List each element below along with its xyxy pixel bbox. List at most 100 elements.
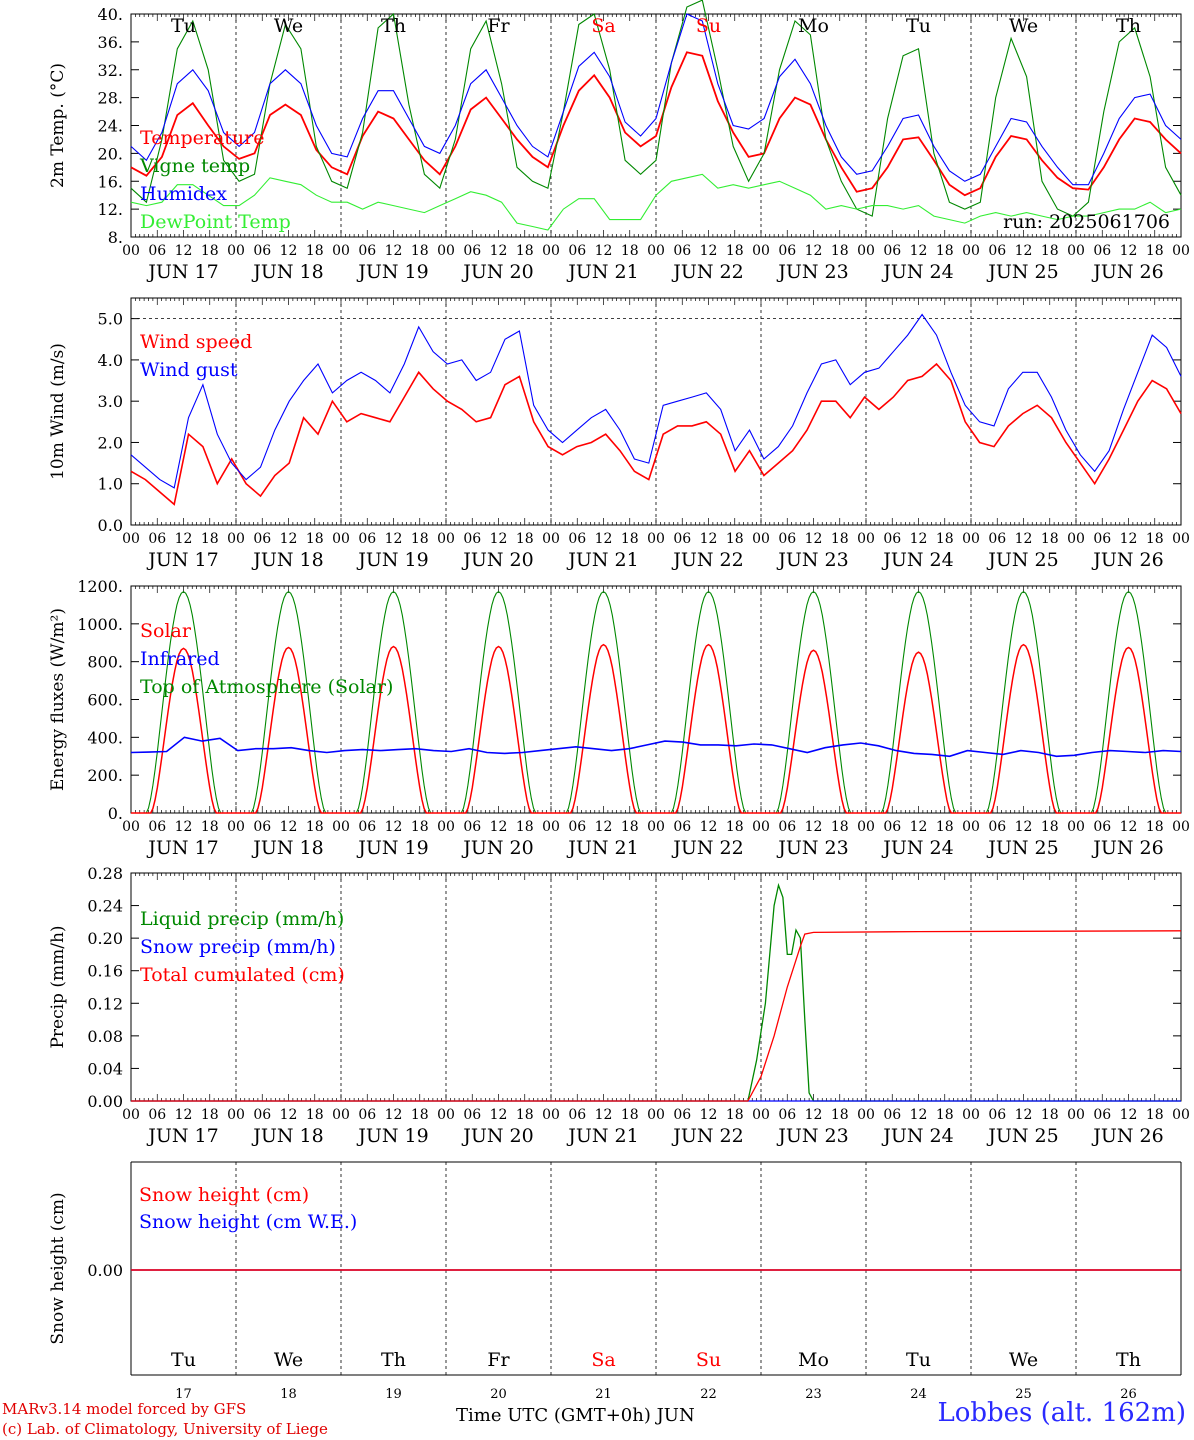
hour-tick-label: 00 bbox=[1172, 819, 1190, 835]
hour-tick-label: 00 bbox=[647, 531, 665, 547]
hour-tick-label: 12 bbox=[910, 531, 928, 547]
weekday-label: We bbox=[274, 15, 303, 37]
weekday-label: Tu bbox=[906, 15, 931, 37]
panel-1-frame: 00 06 12 18 00 06 12 18 00 06 12 18 00 06 12 18 00 06 12 18… bbox=[122, 13, 1190, 283]
hour-tick-label: 18 bbox=[1041, 531, 1059, 547]
day-number: 23 bbox=[805, 1387, 822, 1402]
y-tick-label: 40. bbox=[98, 5, 123, 24]
hour-tick-label: 12 bbox=[490, 531, 508, 547]
hour-tick-label: 06 bbox=[358, 531, 376, 547]
weekday-label: Fr bbox=[487, 1349, 510, 1371]
hour-tick-label: 06 bbox=[673, 531, 691, 547]
hour-tick-label: 12 bbox=[280, 531, 298, 547]
y-axis-label: 10m Wind (m/s) bbox=[48, 343, 68, 480]
hour-tick-label: 18 bbox=[621, 819, 639, 835]
date-label: JUN 23 bbox=[776, 837, 848, 859]
hour-tick-label: 18 bbox=[831, 531, 849, 547]
date-label: JUN 22 bbox=[671, 549, 743, 571]
weekday-label: Th bbox=[1116, 15, 1141, 37]
y-tick-label: 20. bbox=[98, 144, 123, 163]
legend-snow-height-cm-w-e-: Snow height (cm W.E.) bbox=[139, 1211, 357, 1233]
hour-tick-label: 00 bbox=[542, 819, 560, 835]
hour-tick-label: 00 bbox=[1067, 531, 1085, 547]
hour-tick-label: 18 bbox=[936, 1107, 954, 1123]
y-tick-label: 36. bbox=[98, 33, 123, 52]
weekday-label: Sa bbox=[591, 15, 615, 37]
day-number: 25 bbox=[1015, 1387, 1032, 1402]
series-line-liquid-precip-mm-h- bbox=[131, 882, 1181, 1102]
hour-tick-label: 06 bbox=[568, 531, 586, 547]
hour-tick-label: 06 bbox=[253, 531, 271, 547]
y-tick-label: 0.16 bbox=[87, 962, 123, 981]
hour-tick-label: 12 bbox=[910, 819, 928, 835]
day-number: 21 bbox=[595, 1387, 612, 1402]
temp-y-axis: 8. 12. 16. 20. 24. 28. 32. 36. 40. 2m Temp. (°C) bbox=[48, 5, 1181, 247]
hour-tick-label: 00 bbox=[1067, 243, 1085, 259]
energy-y-axis: 0. 200. 400. 600. 800. 1000. 1200. Energy fluxe… bbox=[48, 577, 1181, 823]
panel-4-frame: 00 06 12 18 00 06 12 18 00 06 12 18 00 06 12 18 00 06 12 18… bbox=[122, 872, 1190, 1147]
legend-top-of-atmosphere-solar-: Top of Atmosphere (Solar) bbox=[140, 676, 393, 698]
hour-tick-label: 18 bbox=[621, 1107, 639, 1123]
hour-tick-label: 06 bbox=[568, 243, 586, 259]
lab-credit: (c) Lab. of Climatology, University of L… bbox=[2, 1420, 328, 1438]
series-line-vigne-temp bbox=[130, 0, 1182, 217]
hour-tick-label: 00 bbox=[857, 243, 875, 259]
hour-tick-label: 12 bbox=[1015, 243, 1033, 259]
date-label: JUN 21 bbox=[566, 1125, 638, 1147]
hour-tick-label: 12 bbox=[175, 819, 193, 835]
series-line-dewpoint-temp bbox=[130, 173, 1182, 231]
hour-tick-label: 12 bbox=[595, 819, 613, 835]
hour-tick-label: 18 bbox=[1146, 243, 1164, 259]
weekday-label: Su bbox=[696, 1349, 721, 1371]
day-number: 24 bbox=[910, 1387, 927, 1402]
hour-tick-label: 00 bbox=[332, 243, 350, 259]
hour-tick-label: 18 bbox=[1041, 243, 1059, 259]
hour-tick-label: 18 bbox=[831, 243, 849, 259]
weekday-label: Su bbox=[696, 15, 721, 37]
date-label: JUN 25 bbox=[986, 837, 1058, 859]
y-tick-label: 1.0 bbox=[98, 475, 123, 494]
hour-tick-label: 12 bbox=[1120, 243, 1138, 259]
y-axis-label: 2m Temp. (°C) bbox=[48, 63, 68, 188]
legend-wind-gust: Wind gust bbox=[140, 359, 238, 381]
hour-tick-label: 00 bbox=[1172, 531, 1190, 547]
series-line-infrared bbox=[130, 736, 1182, 758]
hour-tick-label: 18 bbox=[831, 1107, 849, 1123]
y-tick-label: 0.20 bbox=[87, 929, 123, 948]
y-tick-label: 0.00 bbox=[87, 1092, 123, 1111]
hour-tick-label: 18 bbox=[726, 531, 744, 547]
hour-tick-label: 18 bbox=[516, 531, 534, 547]
date-label: JUN 26 bbox=[1091, 837, 1163, 859]
y-tick-label: 0.0 bbox=[98, 516, 123, 535]
hour-tick-label: 18 bbox=[1146, 1107, 1164, 1123]
hour-tick-label: 18 bbox=[621, 243, 639, 259]
y-tick-label: 1200. bbox=[77, 577, 123, 596]
legend-humidex: Humidex bbox=[140, 183, 227, 205]
date-label: JUN 20 bbox=[461, 549, 533, 571]
precip-y-axis: 0.00 0.04 0.08 0.12 0.16 0.20 0.24 0.28 Precip (… bbox=[48, 864, 1181, 1111]
hour-tick-label: 18 bbox=[201, 819, 219, 835]
precip-series: Liquid precip (mm/h) Snow precip (mm/h) To… bbox=[131, 882, 1182, 1102]
hour-tick-label: 18 bbox=[516, 819, 534, 835]
legend-snow-height-cm-: Snow height (cm) bbox=[139, 1184, 309, 1206]
weekday-label: Tu bbox=[906, 1349, 931, 1371]
date-label: JUN 23 bbox=[776, 1125, 848, 1147]
hour-tick-label: 06 bbox=[463, 819, 481, 835]
hour-tick-label: 00 bbox=[857, 819, 875, 835]
hour-tick-label: 00 bbox=[542, 243, 560, 259]
date-label: JUN 22 bbox=[671, 837, 743, 859]
date-label: JUN 19 bbox=[356, 261, 428, 283]
hour-tick-label: 00 bbox=[122, 819, 140, 835]
day-number: 26 bbox=[1120, 1387, 1137, 1402]
date-label: JUN 24 bbox=[881, 837, 953, 859]
hour-tick-label: 12 bbox=[385, 819, 403, 835]
weekday-label: Mo bbox=[798, 1349, 829, 1371]
legend-snow-precip-mm-h-: Snow precip (mm/h) bbox=[140, 936, 336, 958]
date-label: JUN 19 bbox=[356, 837, 428, 859]
hour-tick-label: 00 bbox=[857, 531, 875, 547]
day-number: 19 bbox=[385, 1387, 402, 1402]
day-number: 20 bbox=[490, 1387, 507, 1402]
hour-tick-label: 00 bbox=[1067, 1107, 1085, 1123]
date-label: JUN 26 bbox=[1091, 261, 1163, 283]
hour-tick-label: 18 bbox=[1146, 819, 1164, 835]
